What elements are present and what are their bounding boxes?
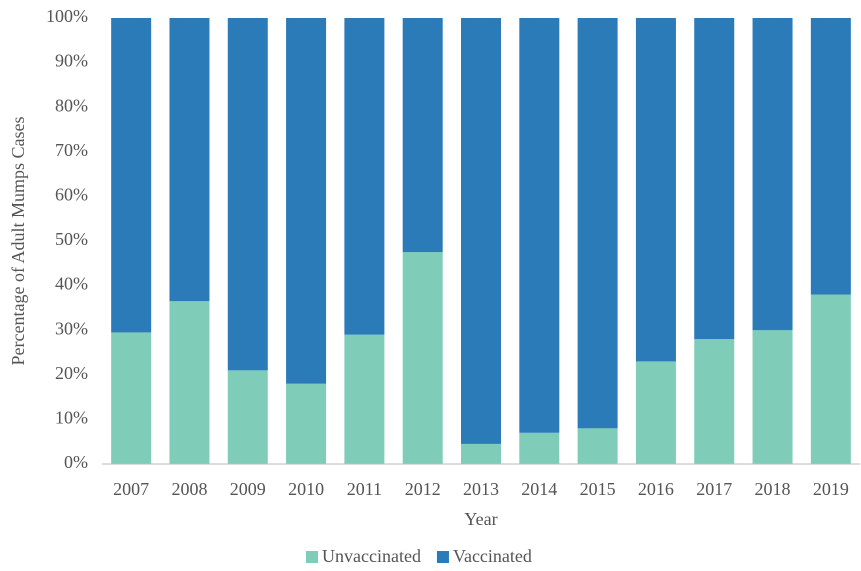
x-tick-label: 2008 [171,479,207,499]
legend-label: Vaccinated [453,546,532,566]
bar-segment [169,301,210,464]
bar-segment [111,18,152,333]
y-tick-label: 20% [55,363,88,383]
y-tick-label: 60% [55,185,88,205]
x-tick-label: 2012 [405,479,441,499]
y-tick-label: 80% [55,95,88,115]
y-axis-label: Percentage of Adult Mumps Cases [8,117,28,366]
y-tick-label: 0% [64,452,88,472]
bar-segment [111,332,152,464]
bar-segment [227,18,268,371]
x-tick-label: 2010 [288,479,324,499]
bar-segment [344,18,385,335]
x-tick-label: 2014 [521,479,557,499]
bar-segment [810,294,851,464]
bar-segment [344,334,385,464]
x-tick-label: 2009 [230,479,266,499]
bar-segment [635,361,676,464]
bar-segment [286,18,327,384]
bar-segment [402,18,443,253]
y-tick-label: 10% [55,408,88,428]
bar-segment [227,370,268,464]
legend-swatch [306,551,318,563]
x-tick-label: 2019 [813,479,849,499]
x-tick-label: 2018 [755,479,791,499]
bar-segment [169,18,210,302]
bar-segment [635,18,676,362]
bar-segment [752,18,793,331]
y-tick-label: 40% [55,274,88,294]
x-tick-label: 2015 [580,479,616,499]
bar-segment [694,339,735,464]
x-tick-label: 2017 [696,479,732,499]
bar-segment [286,383,327,464]
y-tick-label: 50% [55,229,88,249]
bar-segment [519,432,560,464]
bar-segment [461,18,501,444]
y-tick-label: 30% [55,318,88,338]
bar-segment [810,18,851,295]
x-tick-label: 2007 [113,479,149,499]
x-tick-label: 2013 [463,479,499,499]
y-tick-label: 90% [55,51,88,71]
y-tick-label: 100% [46,6,88,26]
legend-swatch [436,551,449,563]
bar-segment [694,18,735,340]
bar-segment [402,252,443,464]
legend-label: Unvaccinated [322,546,421,566]
bar-segment [519,18,560,433]
x-axis-label: Year [464,509,497,529]
x-tick-label: 2016 [638,479,674,499]
y-tick-label: 70% [55,140,88,160]
bar-segment [577,428,618,464]
x-tick-label: 2011 [347,479,382,499]
bar-segment [461,443,501,464]
bar-segment [752,330,793,464]
bar-segment [577,18,618,429]
